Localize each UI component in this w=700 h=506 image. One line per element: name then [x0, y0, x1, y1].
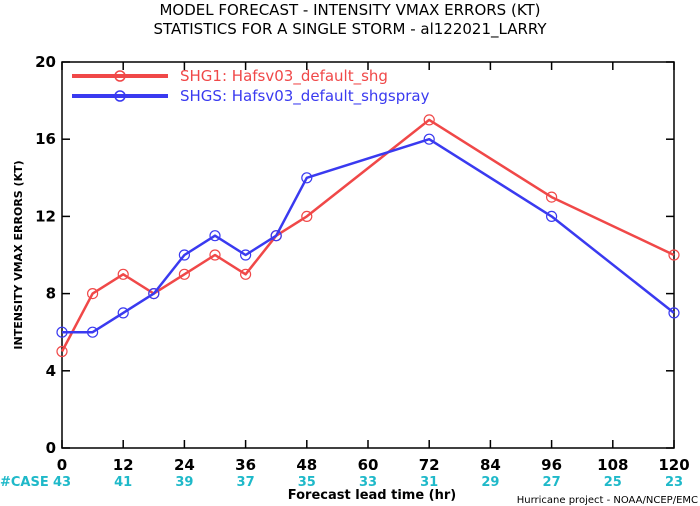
case-count: 35: [298, 475, 316, 490]
series-point-1: [545, 191, 558, 203]
plot-frame: [61, 61, 675, 449]
series-point-2: [545, 210, 558, 222]
x-tick-label: 84: [480, 456, 501, 474]
case-label: #CASE: [0, 475, 49, 490]
case-count: 25: [604, 475, 622, 490]
series-point-2: [148, 288, 160, 300]
case-count: 33: [359, 475, 377, 490]
series-group: [56, 114, 680, 358]
case-count: 29: [481, 475, 499, 490]
case-count: 27: [543, 475, 561, 490]
series-point-1: [117, 268, 129, 280]
series-point-1: [56, 345, 68, 358]
x-axis-label: Forecast lead time (hr): [288, 488, 456, 503]
x-tick-label: 108: [597, 456, 628, 474]
y-tick-label: 16: [35, 130, 56, 148]
case-count: 43: [53, 475, 71, 490]
y-axis: 0 4 8 12 16 20: [35, 53, 674, 457]
case-count: 37: [237, 475, 255, 490]
x-tick-label: 24: [174, 456, 195, 474]
legend-label: SHG1: Hafsv03_default_shg: [180, 67, 388, 86]
x-tick-label: 96: [541, 456, 562, 474]
series-point-2: [117, 307, 129, 319]
series-point-1: [668, 249, 680, 261]
series-point-2: [56, 326, 68, 338]
case-counts: 43 41 39 37 35 33 31 29 27 25 23: [53, 475, 683, 490]
series-point-2: [270, 230, 282, 242]
x-tick-label: 60: [358, 456, 379, 474]
x-axis: 0 12 24 36 48 60 72 84 96 108 120: [57, 62, 690, 474]
x-tick-label: 120: [658, 456, 689, 474]
chart-subtitle: STATISTICS FOR A SINGLE STORM - al122021…: [153, 20, 547, 39]
series-point-2: [668, 307, 680, 319]
credit-text: Hurricane project - NOAA/NCEP/EMC: [517, 495, 698, 506]
series-point-1: [301, 210, 313, 222]
legend-swatch-marker: [114, 70, 126, 82]
legend-label: SHGS: Hafsv03_default_shgspray: [180, 87, 430, 106]
series-line-1: [60, 118, 675, 353]
series-point-2: [423, 133, 435, 145]
series-point-1: [423, 114, 435, 126]
legend-swatch-marker: [114, 90, 126, 102]
case-count: 39: [175, 475, 193, 490]
case-count: 31: [420, 475, 438, 490]
series-point-1: [240, 268, 252, 280]
x-tick-label: 12: [113, 456, 134, 474]
case-count: 23: [665, 475, 683, 490]
case-count: 41: [114, 475, 132, 490]
series-point-1: [178, 268, 190, 280]
y-tick-label: 0: [46, 439, 56, 457]
series-point-2: [209, 230, 221, 242]
x-tick-label: 72: [419, 456, 440, 474]
y-tick-label: 4: [46, 362, 56, 380]
series-point-2: [86, 326, 99, 338]
series-point-2: [240, 249, 252, 261]
y-axis-label: INTENSITY VMAX ERRORS (KT): [12, 160, 25, 349]
y-tick-label: 12: [35, 207, 56, 225]
series-point-1: [86, 288, 99, 300]
x-tick-label: 36: [235, 456, 256, 474]
y-tick-label: 8: [46, 285, 56, 303]
chart-title: MODEL FORECAST - INTENSITY VMAX ERRORS (…: [159, 1, 540, 19]
series-point-2: [301, 172, 313, 184]
series-point-2: [178, 249, 190, 261]
y-tick-label: 20: [35, 53, 56, 71]
series-point-1: [209, 249, 221, 261]
x-tick-label: 48: [296, 456, 317, 474]
series-line-2: [62, 137, 675, 334]
x-tick-label: 0: [57, 456, 67, 474]
